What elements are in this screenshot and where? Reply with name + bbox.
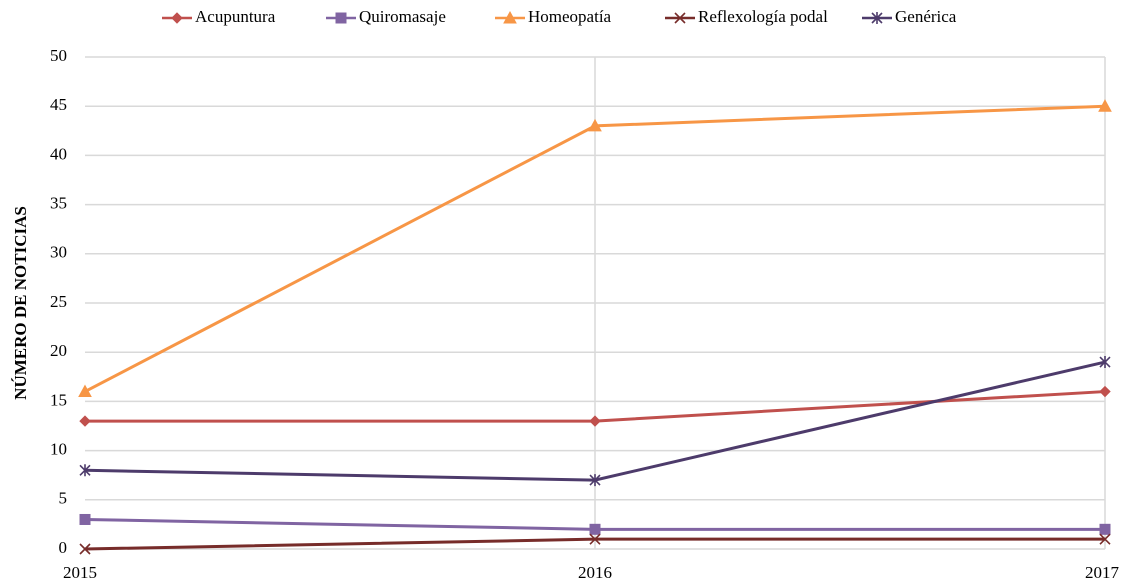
legend-label: Quiromasaje [359, 7, 446, 26]
marker [674, 12, 686, 24]
marker [79, 513, 91, 525]
marker [335, 12, 347, 24]
marker [79, 464, 91, 477]
y-tick-label: 10 [50, 440, 67, 459]
legend-label: Genérica [895, 7, 957, 26]
y-tick-label: 30 [50, 243, 67, 262]
marker [79, 415, 91, 427]
marker [503, 10, 517, 24]
y-tick-label: 0 [59, 538, 68, 557]
marker [1098, 99, 1112, 112]
y-tick-label: 20 [50, 341, 67, 360]
marker [1099, 533, 1111, 545]
y-axis-label: NÚMERO DE NOTICIAS [11, 206, 30, 400]
marker [1099, 523, 1111, 535]
marker [171, 12, 183, 24]
marker [589, 474, 601, 487]
marker [1099, 385, 1111, 398]
y-tick-label: 5 [59, 489, 68, 508]
marker [588, 118, 602, 132]
legend-label: Reflexología podal [698, 7, 828, 26]
y-tick-label: 50 [50, 46, 67, 65]
legend-label: Acupuntura [195, 7, 276, 26]
marker [589, 533, 601, 545]
x-tick-label: 2015 [63, 563, 97, 582]
marker [589, 415, 601, 427]
y-tick-label: 15 [50, 390, 67, 409]
y-tick-label: 35 [50, 194, 67, 213]
y-tick-label: 25 [50, 292, 67, 311]
marker [589, 523, 601, 535]
marker [79, 543, 91, 555]
marker [1099, 356, 1111, 369]
marker [78, 384, 92, 398]
x-tick-label: 2017 [1085, 563, 1120, 582]
x-tick-label: 2016 [578, 563, 612, 582]
y-tick-label: 45 [50, 95, 67, 114]
y-tick-label: 40 [50, 144, 67, 163]
legend-label: Homeopatía [528, 7, 612, 26]
marker [871, 12, 883, 24]
